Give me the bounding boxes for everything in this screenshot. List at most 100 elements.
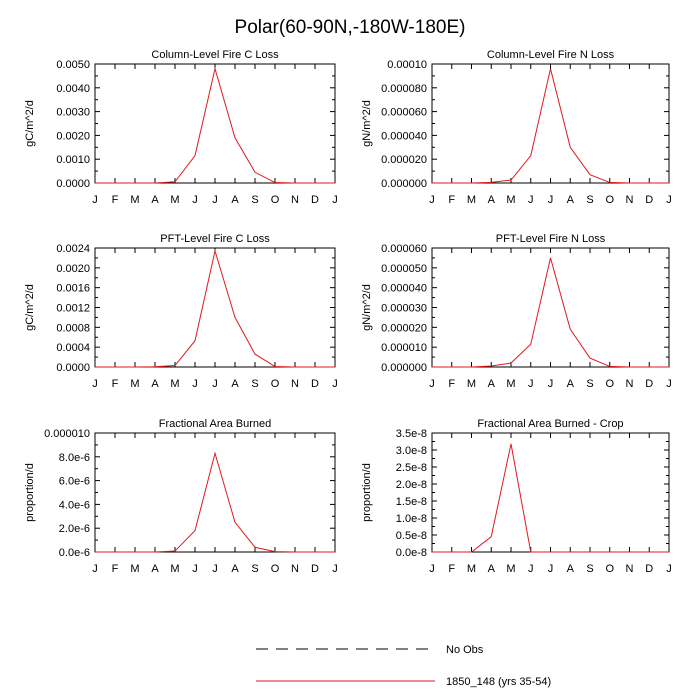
x-tick-label: M xyxy=(506,378,515,390)
x-tick-label: J xyxy=(332,378,338,390)
x-tick-label: J xyxy=(332,563,338,575)
plot-frame xyxy=(94,247,336,368)
y-tick-label: 0.0008 xyxy=(56,322,90,334)
x-tick-label: M xyxy=(467,194,476,206)
x-tick-label: S xyxy=(586,194,593,206)
x-tick-label: A xyxy=(151,194,159,206)
x-tick-label: M xyxy=(130,378,139,390)
x-tick-label: A xyxy=(231,563,239,575)
y-tick-label: 0.0e-6 xyxy=(59,547,90,559)
x-tick-label: J xyxy=(192,563,198,575)
y-axis-label: gC/m^2/d xyxy=(24,284,36,331)
y-tick-label: 4.0e-6 xyxy=(59,499,90,511)
x-tick-label: F xyxy=(448,563,455,575)
y-tick-label: 2.0e-6 xyxy=(59,523,90,535)
y-tick-label: 0.000060 xyxy=(381,107,427,119)
x-tick-label: J xyxy=(192,378,198,390)
series-line xyxy=(432,68,669,184)
x-tick-label: O xyxy=(605,194,614,206)
y-tick-label: 2.5e-8 xyxy=(396,462,427,474)
y-tick-label: 0.000020 xyxy=(381,154,427,166)
x-tick-label: M xyxy=(130,563,139,575)
y-tick-label: 0.000010 xyxy=(44,428,90,440)
x-tick-label: J xyxy=(528,563,534,575)
x-tick-label: D xyxy=(311,563,319,575)
x-tick-label: J xyxy=(212,563,218,575)
x-tick-label: M xyxy=(170,194,179,206)
x-tick-label: J xyxy=(429,378,435,390)
y-axis-label: gC/m^2/d xyxy=(24,100,36,147)
series-line xyxy=(95,248,335,368)
x-tick-label: N xyxy=(291,378,299,390)
x-tick-label: M xyxy=(170,563,179,575)
x-tick-label: J xyxy=(212,194,218,206)
x-tick-label: F xyxy=(112,563,119,575)
y-tick-label: 0.0012 xyxy=(56,303,90,315)
y-tick-label: 0.000020 xyxy=(381,322,427,334)
x-tick-label: N xyxy=(291,563,299,575)
x-tick-label: A xyxy=(488,378,496,390)
x-tick-label: J xyxy=(548,194,554,206)
x-tick-label: J xyxy=(92,563,98,575)
y-tick-label: 0.0004 xyxy=(56,342,90,354)
x-tick-label: O xyxy=(605,563,614,575)
x-tick-label: J xyxy=(332,194,338,206)
x-tick-label: D xyxy=(645,563,653,575)
x-tick-label: F xyxy=(112,194,119,206)
x-tick-label: J xyxy=(528,378,534,390)
x-tick-label: M xyxy=(506,194,515,206)
plot-frame xyxy=(431,432,670,553)
plot-frame xyxy=(431,63,670,184)
x-tick-label: M xyxy=(506,563,515,575)
x-tick-label: M xyxy=(130,194,139,206)
x-tick-label: D xyxy=(645,378,653,390)
x-tick-label: O xyxy=(271,194,280,206)
y-tick-label: 0.0e-8 xyxy=(396,547,427,559)
legend-no-obs-label: No Obs xyxy=(446,644,484,656)
x-tick-label: N xyxy=(626,563,634,575)
chart-panel: Fractional Area Burned - Crop proportion/… xyxy=(361,418,672,575)
x-tick-label: J xyxy=(666,378,672,390)
y-tick-label: 3.0e-8 xyxy=(396,445,427,457)
x-tick-label: M xyxy=(467,378,476,390)
x-tick-label: A xyxy=(151,378,159,390)
x-tick-label: A xyxy=(151,563,159,575)
panel-title: Fractional Area Burned - Crop xyxy=(477,418,623,430)
x-tick-label: A xyxy=(567,378,575,390)
panel-title: PFT-Level Fire N Loss xyxy=(496,233,606,245)
x-tick-label: J xyxy=(429,194,435,206)
x-tick-label: J xyxy=(92,378,98,390)
panel-title: PFT-Level Fire C Loss xyxy=(160,233,270,245)
x-tick-label: J xyxy=(666,194,672,206)
y-tick-label: 0.0050 xyxy=(56,59,90,71)
plot-frame xyxy=(431,247,670,368)
x-tick-label: N xyxy=(291,194,299,206)
x-tick-label: F xyxy=(112,378,119,390)
series-line xyxy=(95,66,335,184)
y-axis-label: proportion/d xyxy=(24,463,36,522)
x-tick-label: M xyxy=(170,378,179,390)
y-tick-label: 0.000000 xyxy=(381,362,427,374)
figure-title: Polar(60-90N,-180W-180E) xyxy=(235,17,466,38)
y-axis-label: gN/m^2/d xyxy=(361,100,373,147)
y-axis-label: gN/m^2/d xyxy=(361,284,373,331)
x-tick-label: A xyxy=(231,194,239,206)
x-tick-label: S xyxy=(586,563,593,575)
series-line xyxy=(432,443,669,553)
panel-title: Fractional Area Burned xyxy=(159,418,272,430)
y-tick-label: 0.00010 xyxy=(387,59,427,71)
y-tick-label: 0.000050 xyxy=(381,263,427,275)
x-tick-label: J xyxy=(528,194,534,206)
x-tick-label: S xyxy=(251,563,258,575)
y-tick-label: 0.000010 xyxy=(381,342,427,354)
x-tick-label: J xyxy=(548,378,554,390)
x-tick-label: S xyxy=(251,378,258,390)
y-tick-label: 0.000080 xyxy=(381,83,427,95)
y-tick-label: 0.000040 xyxy=(381,130,427,142)
y-tick-label: 1.5e-8 xyxy=(396,496,427,508)
